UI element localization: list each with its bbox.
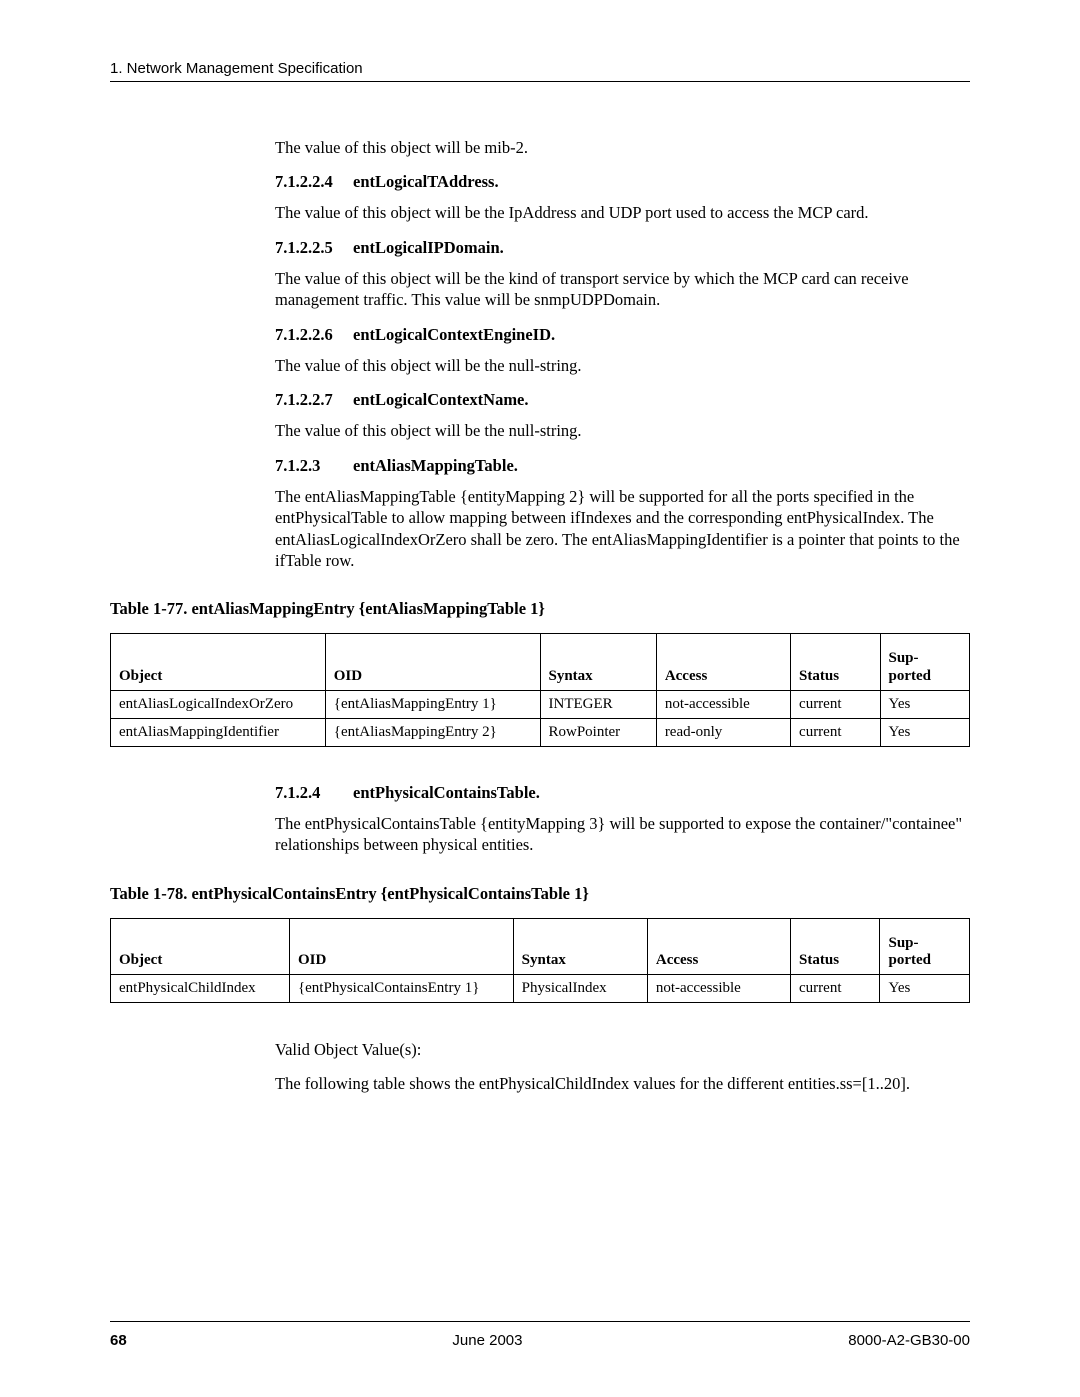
footer-page-number: 68: [110, 1332, 127, 1349]
section-number: 7.1.2.4: [275, 783, 353, 803]
th-supported: Sup-ported: [880, 634, 970, 691]
footer-rule: [110, 1321, 970, 1322]
header-rule: [110, 81, 970, 82]
section-71224-para: The value of this object will be the IpA…: [275, 202, 970, 223]
cell-supported: Yes: [880, 718, 970, 746]
cell-oid: {entAliasMappingEntry 1}: [325, 690, 540, 718]
section-title: entLogicalIPDomain.: [353, 238, 504, 258]
th-object: Object: [111, 918, 290, 975]
table-header-row: Object OID Syntax Access Status Sup-port…: [111, 918, 970, 975]
section-7124-heading: 7.1.2.4 entPhysicalContainsTable.: [275, 783, 970, 803]
cell-status: current: [791, 718, 880, 746]
valid-object-values-label: Valid Object Value(s):: [275, 1039, 970, 1060]
section-71225-heading: 7.1.2.2.5 entLogicalIPDomain.: [275, 238, 970, 258]
cell-syntax: PhysicalIndex: [513, 975, 647, 1003]
th-status: Status: [791, 918, 880, 975]
table-header-row: Object OID Syntax Access Status Sup-port…: [111, 634, 970, 691]
cell-access: not-accessible: [656, 690, 790, 718]
footer-docid: 8000-A2-GB30-00: [848, 1332, 970, 1349]
page-header: 1. Network Management Specification: [110, 60, 970, 77]
section-71227-heading: 7.1.2.2.7 entLogicalContextName.: [275, 390, 970, 410]
table-row: entAliasMappingIdentifier{entAliasMappin…: [111, 718, 970, 746]
footer-date: June 2003: [452, 1332, 522, 1349]
th-oid: OID: [325, 634, 540, 691]
section-title: entLogicalTAddress.: [353, 172, 499, 192]
section-7123-para: The entAliasMappingTable {entityMapping …: [275, 486, 970, 572]
cell-syntax: RowPointer: [540, 718, 656, 746]
cell-oid: {entAliasMappingEntry 2}: [325, 718, 540, 746]
section-title: entAliasMappingTable.: [353, 456, 518, 476]
section-number: 7.1.2.2.6: [275, 325, 353, 345]
section-number: 7.1.2.2.4: [275, 172, 353, 192]
cell-object: entPhysicalChildIndex: [111, 975, 290, 1003]
cell-oid: {entPhysicalContainsEntry 1}: [289, 975, 513, 1003]
th-access: Access: [647, 918, 790, 975]
cell-access: read-only: [656, 718, 790, 746]
section-71227-para: The value of this object will be the nul…: [275, 420, 970, 441]
table-78: Object OID Syntax Access Status Sup-port…: [110, 918, 970, 1004]
table-78-caption: Table 1-78. entPhysicalContainsEntry {en…: [110, 884, 970, 904]
th-supported: Sup-ported: [880, 918, 970, 975]
cell-object: entAliasLogicalIndexOrZero: [111, 690, 326, 718]
section-title: entPhysicalContainsTable.: [353, 783, 540, 803]
th-syntax: Syntax: [513, 918, 647, 975]
cell-syntax: INTEGER: [540, 690, 656, 718]
th-oid: OID: [289, 918, 513, 975]
section-number: 7.1.2.2.7: [275, 390, 353, 410]
section-title: entLogicalContextEngineID.: [353, 325, 555, 345]
intro-paragraph: The value of this object will be mib-2.: [275, 137, 970, 158]
cell-supported: Yes: [880, 690, 970, 718]
page-footer: 68 June 2003 8000-A2-GB30-00: [110, 1321, 970, 1349]
section-7124-para: The entPhysicalContainsTable {entityMapp…: [275, 813, 970, 856]
section-number: 7.1.2.2.5: [275, 238, 353, 258]
section-number: 7.1.2.3: [275, 456, 353, 476]
th-access: Access: [656, 634, 790, 691]
th-status: Status: [791, 634, 880, 691]
th-object: Object: [111, 634, 326, 691]
section-71224-heading: 7.1.2.2.4 entLogicalTAddress.: [275, 172, 970, 192]
cell-object: entAliasMappingIdentifier: [111, 718, 326, 746]
cell-status: current: [791, 690, 880, 718]
section-71226-heading: 7.1.2.2.6 entLogicalContextEngineID.: [275, 325, 970, 345]
table-row: entAliasLogicalIndexOrZero{entAliasMappi…: [111, 690, 970, 718]
table-77-caption: Table 1-77. entAliasMappingEntry {entAli…: [110, 599, 970, 619]
section-71226-para: The value of this object will be the nul…: [275, 355, 970, 376]
section-title: entLogicalContextName.: [353, 390, 529, 410]
section-7123-heading: 7.1.2.3 entAliasMappingTable.: [275, 456, 970, 476]
th-syntax: Syntax: [540, 634, 656, 691]
table-77: Object OID Syntax Access Status Sup-port…: [110, 633, 970, 747]
table-row: entPhysicalChildIndex{entPhysicalContain…: [111, 975, 970, 1003]
section-71225-para: The value of this object will be the kin…: [275, 268, 970, 311]
cell-status: current: [791, 975, 880, 1003]
valid-object-values-para: The following table shows the entPhysica…: [275, 1073, 970, 1094]
cell-access: not-accessible: [647, 975, 790, 1003]
cell-supported: Yes: [880, 975, 970, 1003]
